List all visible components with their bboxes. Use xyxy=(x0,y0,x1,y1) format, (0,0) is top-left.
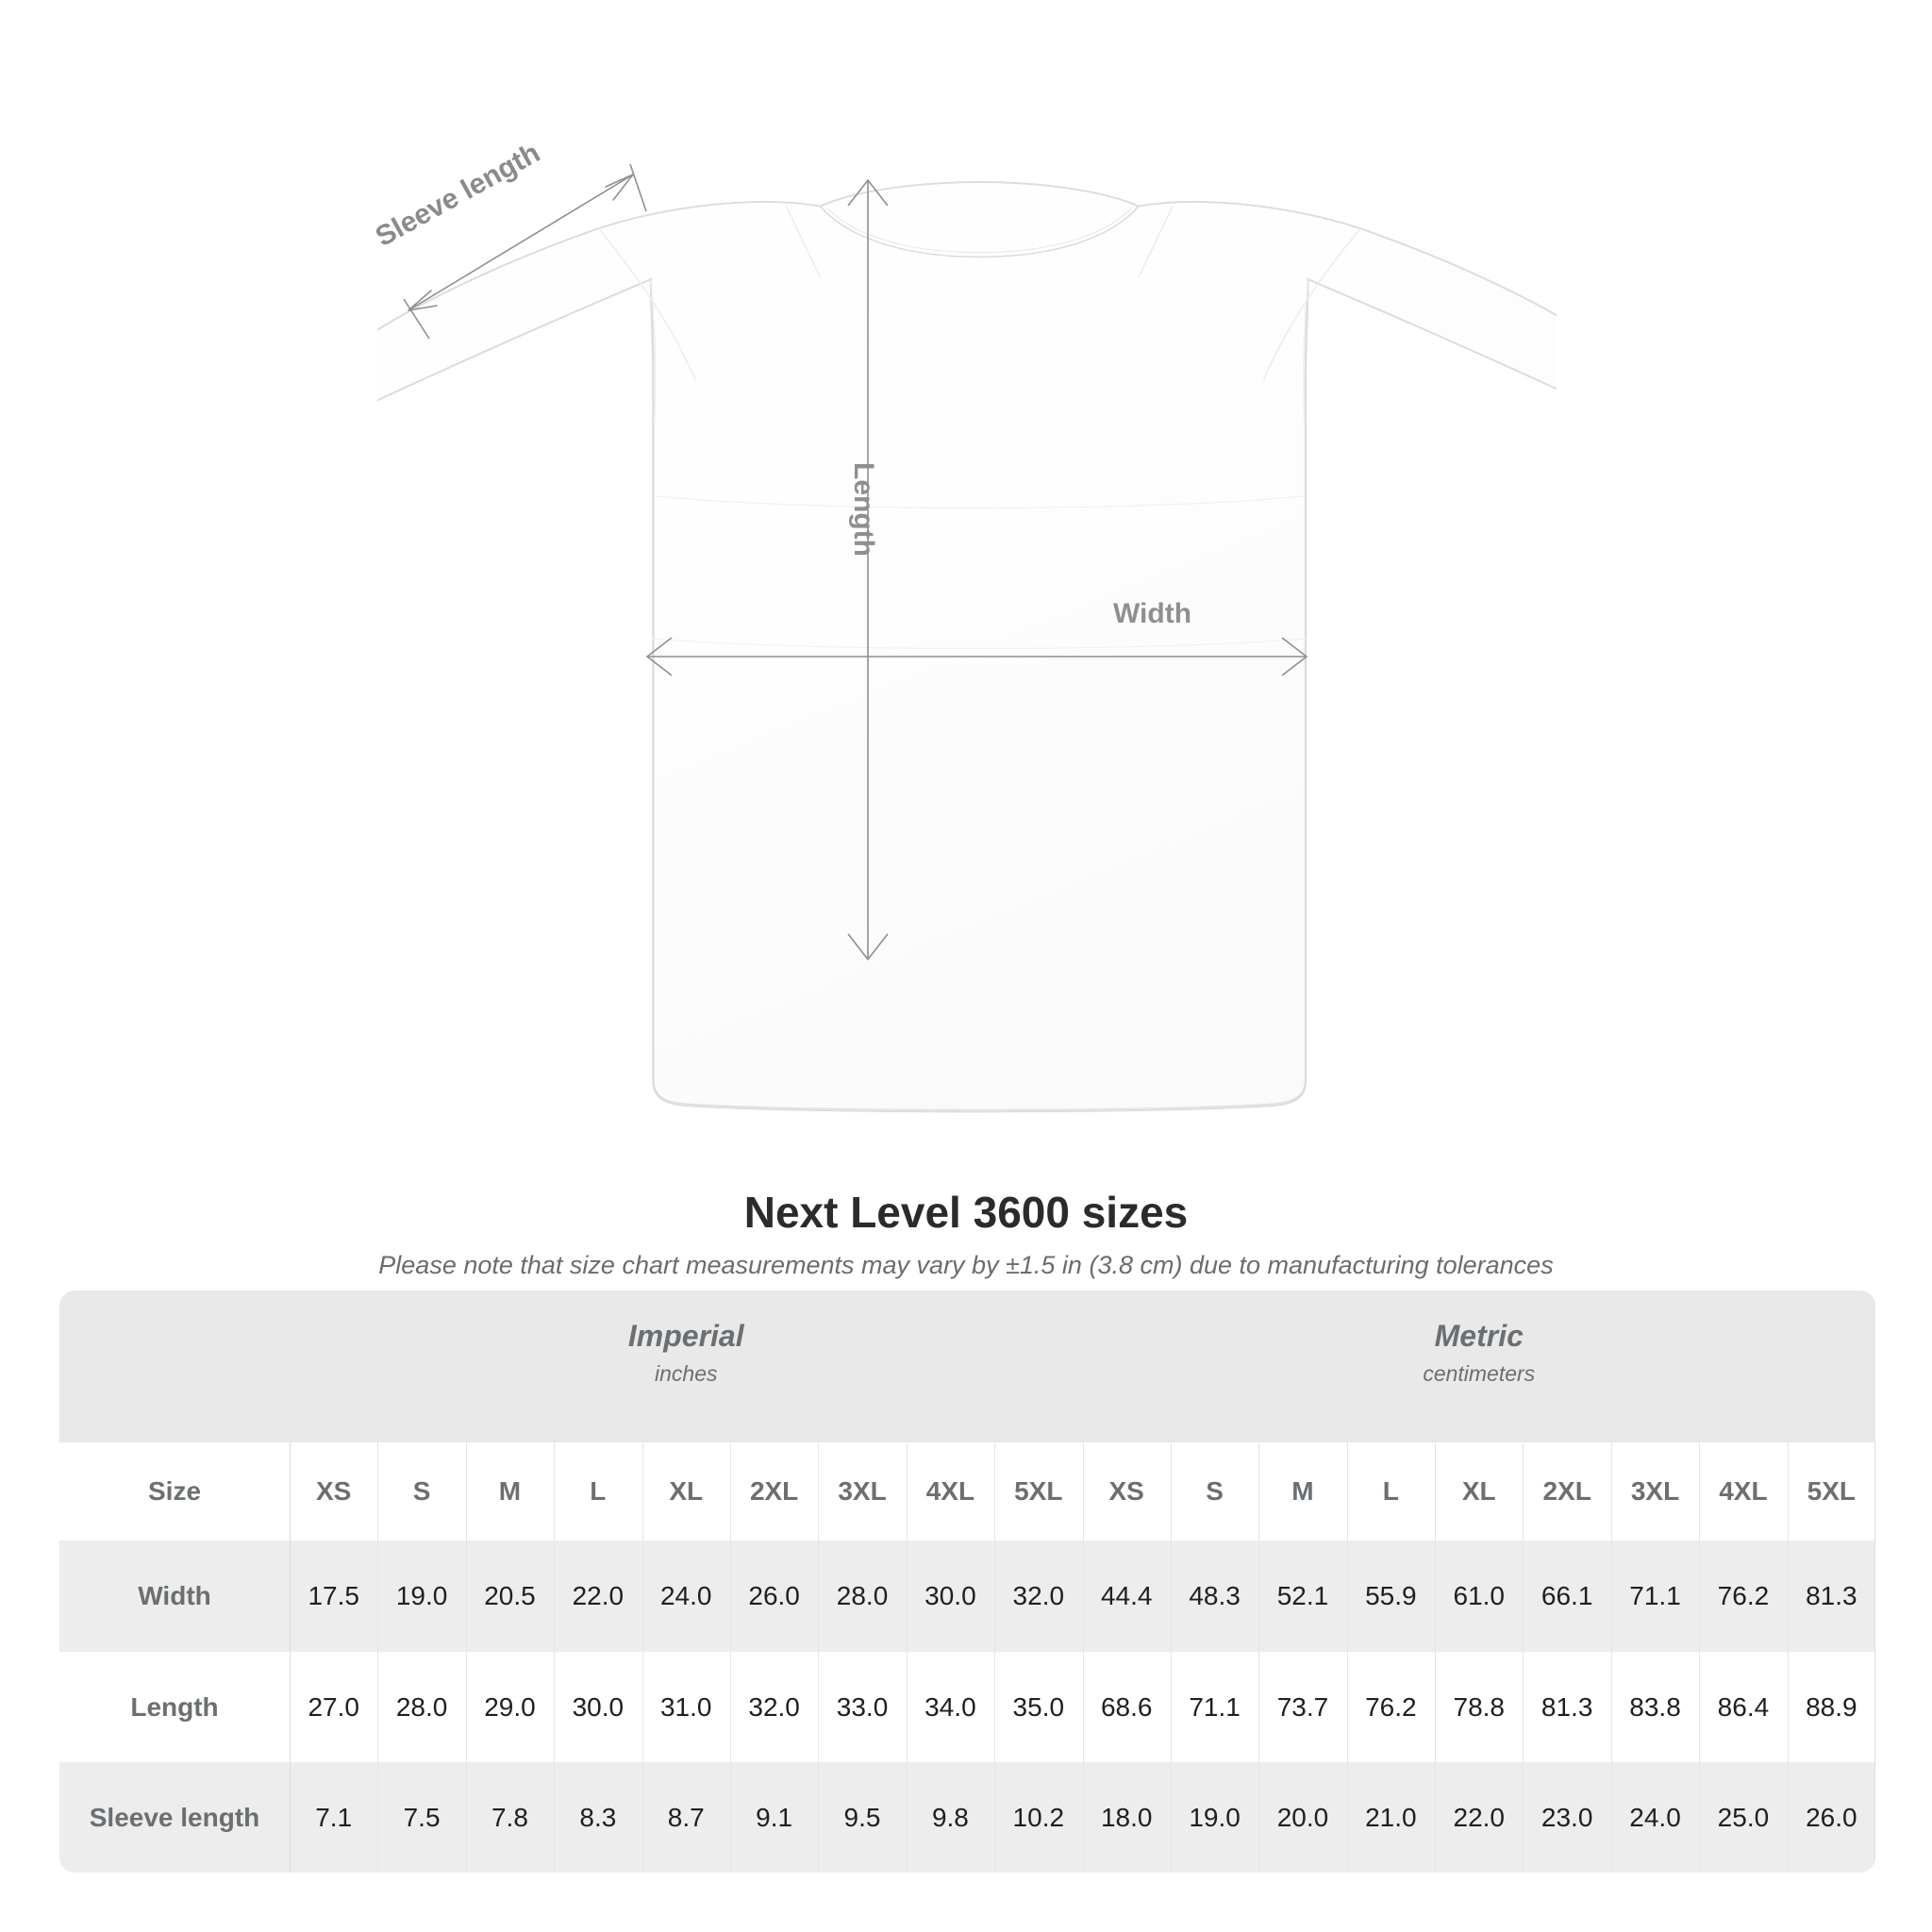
svg-text:Sleeve length: Sleeve length xyxy=(371,137,545,253)
svg-text:Width: Width xyxy=(1113,598,1191,629)
svg-text:Length: Length xyxy=(848,462,879,557)
